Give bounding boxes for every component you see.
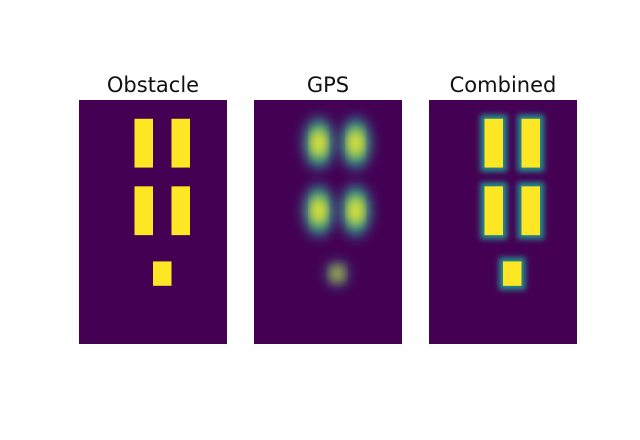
heatmap-blob-5: [153, 261, 172, 286]
panel-title-gps: GPS: [306, 73, 350, 97]
heatmap-blob-1: [302, 116, 335, 171]
heatmap-blob-5: [499, 257, 526, 290]
heatmap-blob-1: [480, 114, 507, 172]
heatmap-blob-3: [480, 182, 507, 240]
heatmap-blob-4: [517, 182, 544, 240]
heatmap-blob-4: [339, 183, 372, 238]
heatmap-blob-5: [325, 260, 349, 288]
heatmap-gps: [254, 100, 402, 344]
heatmap-blob-4: [171, 186, 190, 236]
heatmap-panel-obstacle: Obstacle: [79, 70, 227, 346]
heatmap-blob-1: [134, 118, 153, 168]
heatmap-panel-gps: GPS: [254, 70, 402, 346]
heatmap-blob-3: [302, 183, 335, 238]
heatmap-combined: [429, 100, 577, 344]
heatmap-obstacle: [79, 100, 227, 344]
heatmap-blob-2: [339, 116, 372, 171]
heatmap-panel-combined: Combined: [429, 70, 577, 346]
heatmap-blob-3: [134, 186, 153, 236]
panel-title-obstacle: Obstacle: [106, 73, 200, 97]
heatmap-blob-2: [171, 118, 190, 168]
heatmap-blob-2: [517, 114, 544, 172]
panel-title-combined: Combined: [449, 73, 557, 97]
